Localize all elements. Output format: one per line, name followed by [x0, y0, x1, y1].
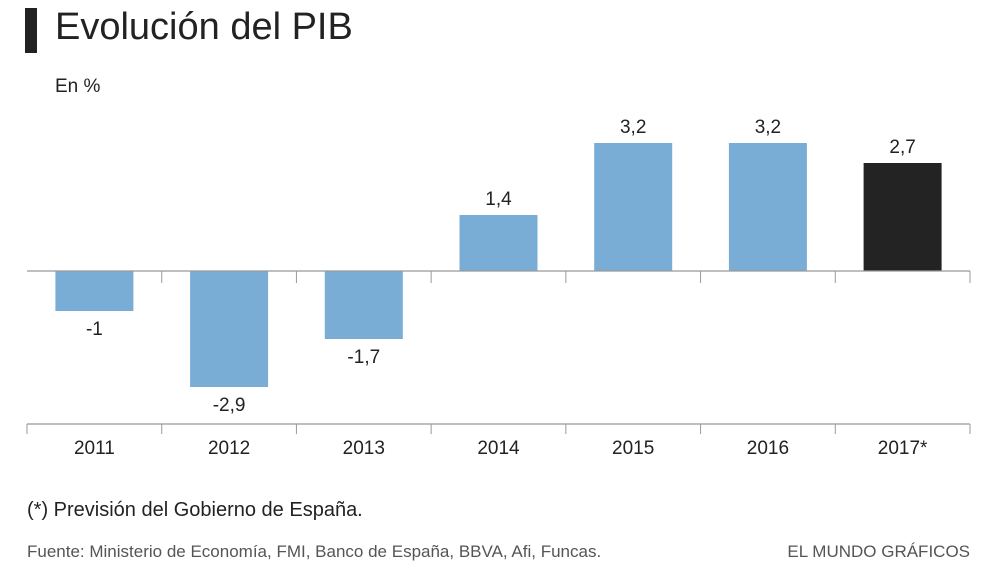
x-tick-label-2011: 2011 — [74, 438, 115, 459]
bar-2013 — [324, 271, 403, 339]
source-credit: Fuente: Ministerio de Economía, FMI, Ban… — [27, 542, 602, 561]
x-tick-label-2015: 2015 — [612, 438, 654, 459]
x-tick-label-2017-forecast: 2017* — [878, 438, 928, 459]
bar-2015 — [594, 143, 673, 271]
data-label-2011: -1 — [86, 319, 103, 340]
bar-2016 — [728, 143, 807, 271]
x-tick-label-2012: 2012 — [208, 438, 250, 459]
chart-title: Evolución del PIB — [55, 6, 353, 48]
data-label-2012: -2,9 — [213, 395, 246, 416]
bar-2014 — [459, 215, 538, 271]
forecast-note: (*) Previsión del Gobierno de España. — [27, 499, 363, 521]
x-tick-label-2013: 2013 — [343, 438, 385, 459]
x-tick-label-2016: 2016 — [747, 438, 789, 459]
data-label-2017-forecast: 2,7 — [889, 137, 915, 158]
data-label-2016: 3,2 — [755, 117, 781, 138]
data-label-2015: 3,2 — [620, 117, 646, 138]
bar-2017-forecast — [863, 163, 942, 271]
data-label-2014: 1,4 — [485, 189, 512, 210]
data-label-2013: -1,7 — [347, 347, 380, 368]
bar-2011 — [55, 271, 134, 311]
title-accent-bar — [25, 8, 37, 53]
x-tick-label-2014: 2014 — [477, 438, 520, 459]
unit-label: En % — [55, 76, 101, 97]
bar-2012 — [190, 271, 269, 387]
brand-credit: EL MUNDO GRÁFICOS — [787, 542, 970, 561]
